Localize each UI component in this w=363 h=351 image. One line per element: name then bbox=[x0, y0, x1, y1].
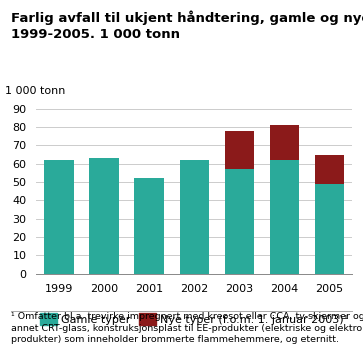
Text: Farlig avfall til ukjent håndtering, gamle og nye typer.
1999-2005. 1 000 tonn: Farlig avfall til ukjent håndtering, gam… bbox=[11, 11, 363, 41]
Bar bbox=[225, 169, 254, 274]
Bar bbox=[315, 155, 344, 184]
Text: 1 000 tonn: 1 000 tonn bbox=[5, 86, 65, 95]
Bar bbox=[270, 160, 299, 274]
Text: ¹ Omfatter bl.a. trevirke impregnert med kreosot eller CCA, tv-skjermer og
annet: ¹ Omfatter bl.a. trevirke impregnert med… bbox=[11, 312, 363, 344]
Bar bbox=[270, 125, 299, 160]
Bar bbox=[44, 160, 74, 274]
Legend: Gamle typer, Nye typer (f.o.m. 1. januar 2003)¹: Gamle typer, Nye typer (f.o.m. 1. januar… bbox=[36, 309, 353, 329]
Bar bbox=[315, 184, 344, 274]
Bar bbox=[89, 158, 119, 274]
Bar bbox=[180, 160, 209, 274]
Bar bbox=[134, 178, 164, 274]
Bar bbox=[225, 131, 254, 169]
